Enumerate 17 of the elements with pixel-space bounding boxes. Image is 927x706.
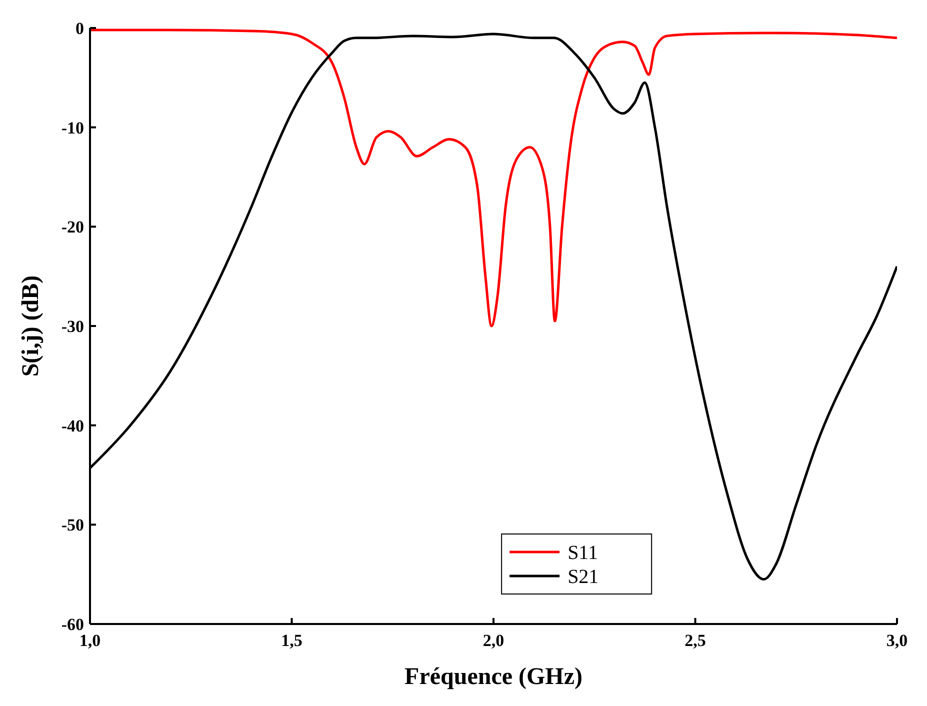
legend-label: S11 xyxy=(568,542,598,564)
line-series xyxy=(90,28,897,328)
x-tick-label: 2,0 xyxy=(482,631,504,650)
y-tick-label: -10 xyxy=(61,118,84,138)
y-tick-label: -20 xyxy=(61,218,84,237)
x-tick-label: 2,5 xyxy=(684,631,706,650)
legend-label: S21 xyxy=(568,566,599,588)
x-axis-title: Fréquence (GHz) xyxy=(404,664,582,690)
y-tick-label: 0 xyxy=(76,19,84,38)
y-tick-label: -30 xyxy=(61,317,84,336)
y-tick-label: -50 xyxy=(61,516,84,535)
y-tick-label: -40 xyxy=(61,416,84,436)
y-axis-title: S(i,j) (dB) xyxy=(18,275,44,377)
x-tick-label: 1,0 xyxy=(79,631,101,650)
x-tick-label: 1,5 xyxy=(281,631,302,650)
y-tick-label: -60 xyxy=(61,615,84,634)
x-tick-label: 3,0 xyxy=(886,631,908,650)
